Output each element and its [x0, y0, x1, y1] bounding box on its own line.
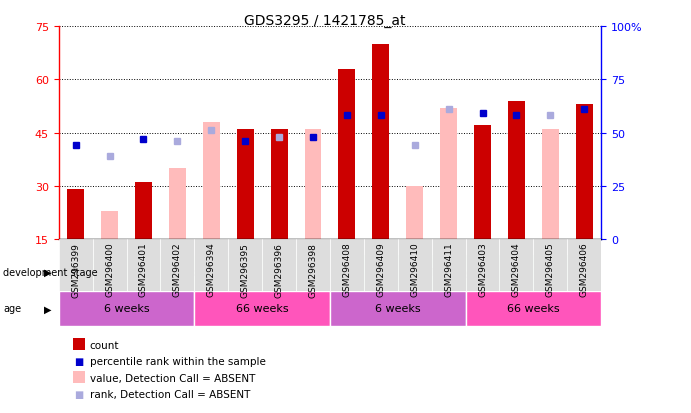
Text: GSM296398: GSM296398	[308, 242, 317, 297]
Bar	[305, 130, 321, 240]
Text: GSM296403: GSM296403	[478, 242, 487, 297]
Text: development stage: development stage	[3, 268, 98, 278]
Text: GSM296401: GSM296401	[139, 242, 148, 297]
Bar	[237, 130, 254, 240]
Bar	[576, 105, 593, 240]
Bar	[67, 190, 84, 240]
Text: GV oocyte: GV oocyte	[166, 268, 223, 278]
Bar	[296, 240, 330, 291]
Text: MII oocyte/egg: MII oocyte/egg	[424, 268, 507, 278]
Text: GSM296410: GSM296410	[410, 242, 419, 297]
Bar	[59, 254, 330, 291]
Text: value, Detection Call = ABSENT: value, Detection Call = ABSENT	[90, 373, 255, 383]
Bar	[406, 186, 423, 240]
Text: GSM296411: GSM296411	[444, 242, 453, 297]
Bar	[194, 240, 228, 291]
Text: ■: ■	[74, 356, 84, 366]
Bar	[542, 130, 559, 240]
Bar	[271, 130, 287, 240]
Bar	[330, 291, 466, 326]
Bar	[372, 45, 389, 240]
Text: ■: ■	[74, 389, 84, 399]
Bar	[440, 108, 457, 240]
Text: ▶: ▶	[44, 304, 52, 314]
Text: 6 weeks: 6 weeks	[104, 304, 149, 314]
Text: GSM296394: GSM296394	[207, 242, 216, 297]
Bar	[500, 240, 533, 291]
Bar	[339, 69, 355, 240]
Text: 66 weeks: 66 weeks	[507, 304, 560, 314]
Text: age: age	[3, 304, 21, 314]
Bar	[330, 240, 364, 291]
Text: GSM296395: GSM296395	[240, 242, 249, 297]
Text: GSM296409: GSM296409	[377, 242, 386, 297]
Bar	[135, 183, 152, 240]
Bar	[567, 240, 601, 291]
Bar	[101, 211, 118, 240]
Bar	[508, 101, 525, 240]
Text: GSM296400: GSM296400	[105, 242, 114, 297]
Text: count: count	[90, 340, 120, 350]
Text: percentile rank within the sample: percentile rank within the sample	[90, 356, 266, 366]
Text: GSM296396: GSM296396	[274, 242, 283, 297]
Bar	[262, 240, 296, 291]
Bar	[160, 240, 194, 291]
Bar	[432, 240, 466, 291]
Bar	[203, 123, 220, 240]
Text: GDS3295 / 1421785_at: GDS3295 / 1421785_at	[244, 14, 406, 28]
Bar	[330, 254, 601, 291]
Text: ▶: ▶	[44, 268, 52, 278]
Text: GSM296402: GSM296402	[173, 242, 182, 297]
Text: GSM296404: GSM296404	[512, 242, 521, 297]
Text: rank, Detection Call = ABSENT: rank, Detection Call = ABSENT	[90, 389, 250, 399]
Bar	[59, 240, 93, 291]
Bar	[126, 240, 160, 291]
Bar	[466, 291, 601, 326]
Bar	[474, 126, 491, 240]
Bar	[533, 240, 567, 291]
Text: GSM296399: GSM296399	[71, 242, 80, 297]
Bar	[194, 291, 330, 326]
Bar	[59, 291, 194, 326]
Bar	[228, 240, 262, 291]
Text: 66 weeks: 66 weeks	[236, 304, 288, 314]
Text: GSM296405: GSM296405	[546, 242, 555, 297]
Bar	[398, 240, 432, 291]
Bar	[466, 240, 500, 291]
Text: GSM296406: GSM296406	[580, 242, 589, 297]
Bar	[364, 240, 398, 291]
Bar	[169, 169, 186, 240]
Text: 6 weeks: 6 weeks	[375, 304, 421, 314]
Bar	[93, 240, 126, 291]
Text: GSM296408: GSM296408	[343, 242, 352, 297]
